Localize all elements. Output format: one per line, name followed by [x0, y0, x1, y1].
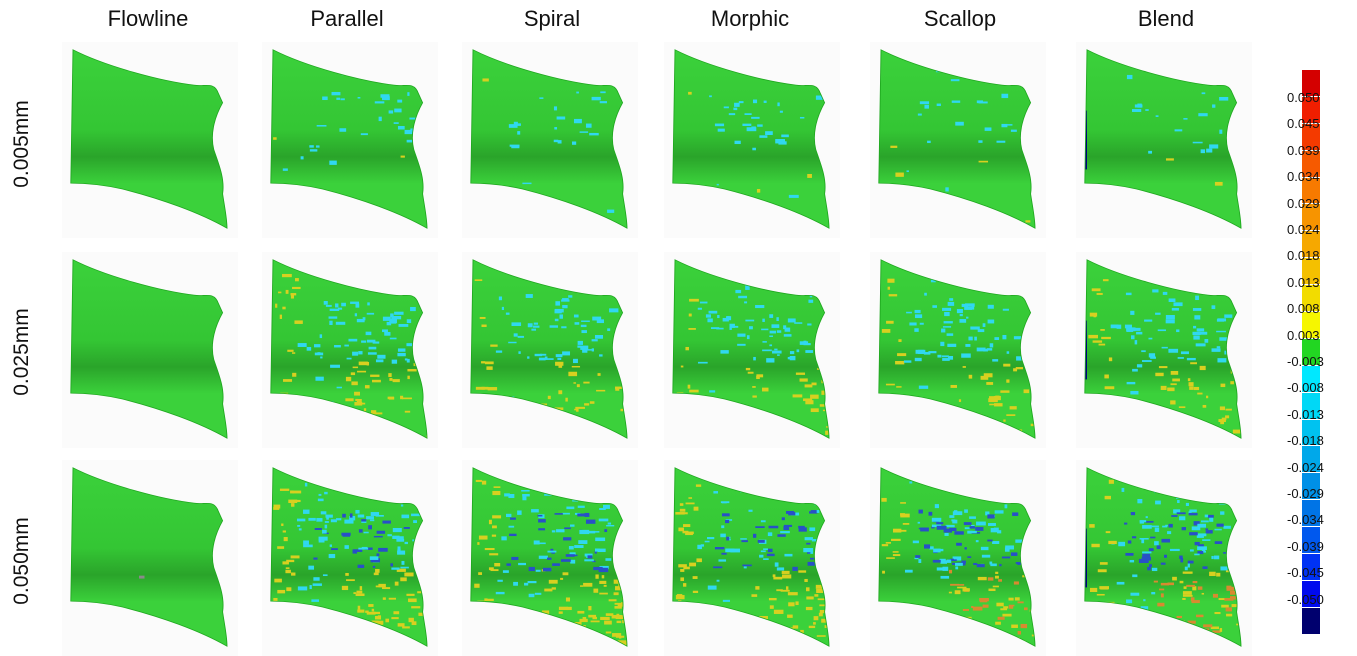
color-scale-label: 0.039 [1287, 142, 1320, 158]
surface-panel-spiral-0.005mm [462, 42, 638, 238]
column-title-spiral: Spiral [523, 6, 581, 31]
color-scale-label: -0.003 [1287, 354, 1324, 369]
color-scale-swatch [1302, 607, 1320, 635]
surface-body [470, 49, 627, 229]
color-scale-swatch [1302, 419, 1320, 447]
column-title-blend: Blend [1137, 6, 1195, 31]
color-scale-swatch [1302, 500, 1320, 528]
surface-panel-scallop-0.005mm [870, 42, 1046, 238]
color-scale-swatch [1302, 123, 1320, 151]
column-title-parallel: Parallel [310, 6, 384, 31]
color-scale-swatch [1302, 473, 1320, 501]
row-title-0050: 0.050mm [10, 517, 33, 605]
color-scale-swatch [1302, 96, 1320, 124]
surface-panel-blend-0.050mm [1076, 460, 1252, 656]
surface-body [672, 259, 829, 439]
color-scale-label: 0.050 [1287, 90, 1320, 105]
color-scale-label: 0.024 [1287, 222, 1320, 237]
row-title-0005: 0.005mm [10, 100, 33, 188]
color-scale-label: 0.018 [1287, 248, 1320, 264]
color-scale-label: -0.034 [1287, 512, 1324, 528]
color-scale-label: 0.008 [1287, 301, 1320, 317]
color-scale-swatch [1302, 446, 1320, 474]
color-scale-label: -0.039 [1287, 538, 1324, 554]
color-scale-swatch [1302, 204, 1320, 232]
surface-body [70, 259, 227, 439]
surface-panel-parallel-0.005mm [262, 42, 438, 238]
surface-body [470, 259, 627, 439]
color-scale-label: 0.045 [1287, 116, 1320, 132]
surface-body [470, 467, 627, 647]
surface-panel-blend-0.005mm [1076, 42, 1252, 238]
surface-panel-scallop-0.050mm [870, 460, 1046, 656]
color-scale-swatch [1302, 312, 1320, 339]
color-scale-swatch [1302, 392, 1320, 420]
surface-panel-blend-0.025mm [1076, 252, 1252, 448]
surface-body [672, 49, 829, 229]
surface-body [878, 49, 1035, 229]
color-scale-swatch [1302, 285, 1320, 313]
color-scale-label: 0.013 [1287, 274, 1320, 290]
color-scale-label: -0.018 [1287, 433, 1324, 449]
color-scale-swatch [1302, 177, 1320, 205]
surface-panel-spiral-0.025mm [462, 252, 638, 448]
color-scale-label: -0.050 [1287, 591, 1324, 607]
color-scale-label: -0.029 [1287, 486, 1324, 501]
surface-body [878, 259, 1035, 439]
column-title-morphic: Morphic [710, 6, 790, 31]
color-scale-swatch [1302, 150, 1320, 178]
surface-panel-morphic-0.025mm [664, 252, 840, 448]
surface-panel-parallel-0.050mm [262, 460, 438, 656]
surface-panel-flowline-0.005mm [62, 42, 238, 238]
surface-body [270, 259, 427, 439]
color-scale-swatch [1302, 70, 1320, 97]
surface-body [70, 49, 227, 229]
surface-panel-flowline-0.025mm [62, 252, 238, 448]
column-title-scallop: Scallop [923, 6, 997, 31]
color-scale-label: -0.013 [1287, 406, 1324, 422]
color-scale-swatch [1302, 365, 1320, 393]
color-scale-swatch [1302, 527, 1320, 555]
color-scale-swatch [1302, 231, 1320, 259]
color-scale-swatch [1302, 258, 1320, 286]
surface-panel-parallel-0.025mm [262, 252, 438, 448]
color-scale-label: -0.045 [1287, 565, 1324, 581]
surface-panel-scallop-0.025mm [870, 252, 1046, 448]
surface-body [1084, 467, 1241, 647]
color-scale-label: 0.029 [1287, 195, 1320, 211]
surface-body [70, 467, 227, 647]
color-scale-label: -0.008 [1287, 380, 1324, 396]
color-scale-bar [1302, 70, 1320, 635]
color-scale-swatch [1302, 554, 1320, 581]
column-title-flowline: Flowline [107, 6, 189, 31]
color-scale-label: 0.034 [1287, 169, 1320, 185]
surface-panel-morphic-0.005mm [664, 42, 840, 238]
row-title-0025: 0.025mm [10, 308, 33, 396]
color-scale-swatch [1302, 580, 1320, 608]
surface-body [1084, 49, 1241, 229]
surface-panel-morphic-0.050mm [664, 460, 840, 656]
surface-panel-spiral-0.050mm [462, 460, 638, 656]
color-scale-label: -0.024 [1287, 459, 1324, 475]
surface-panel-flowline-0.050mm [62, 460, 238, 656]
color-scale-label: 0.003 [1287, 327, 1320, 343]
color-scale-swatch [1302, 338, 1320, 366]
surface-body [270, 467, 427, 647]
